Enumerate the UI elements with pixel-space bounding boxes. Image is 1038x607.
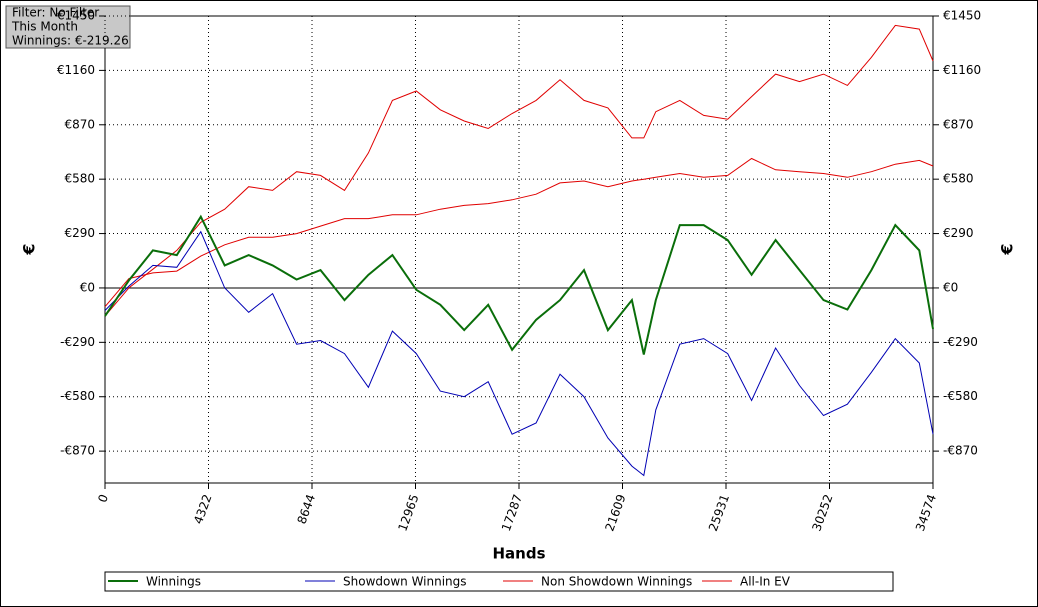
y-tick-label: -€870 bbox=[60, 444, 95, 458]
y2-tick-label: €1450 bbox=[943, 9, 981, 23]
y-tick-label: -€580 bbox=[60, 389, 95, 403]
legend-label: Non Showdown Winnings bbox=[541, 575, 692, 589]
y-axis-title: € bbox=[20, 243, 39, 255]
y-tick-label: €0 bbox=[80, 280, 95, 294]
info-filter: Filter: No Filter bbox=[12, 6, 99, 20]
y2-tick-label: €870 bbox=[943, 117, 974, 131]
legend-label: All-In EV bbox=[740, 575, 791, 589]
y-tick-label: €290 bbox=[64, 226, 95, 240]
x-tick-label: 0 bbox=[95, 492, 111, 504]
y2-tick-label: -€580 bbox=[943, 389, 978, 403]
y2-axis-title: € bbox=[998, 243, 1017, 255]
series-line bbox=[104, 157, 934, 308]
legend-label: Winnings bbox=[146, 575, 201, 589]
info-winnings: Winnings: €-219.26 bbox=[12, 34, 129, 48]
y-tick-label: €1160 bbox=[57, 63, 95, 77]
y-tick-label: €1450 bbox=[57, 9, 95, 23]
series-line bbox=[104, 24, 934, 317]
y2-tick-label: -€290 bbox=[943, 335, 978, 349]
info-period: This Month bbox=[11, 20, 78, 34]
info-box bbox=[5, 5, 131, 49]
y2-tick-label: -€870 bbox=[943, 444, 978, 458]
y2-tick-label: €580 bbox=[943, 172, 974, 186]
plot-area bbox=[104, 15, 934, 484]
y2-tick-label: €0 bbox=[943, 280, 958, 294]
y-tick-label: -€290 bbox=[60, 335, 95, 349]
legend bbox=[104, 571, 894, 592]
y-tick-label: €870 bbox=[64, 117, 95, 131]
x-axis-title: Hands bbox=[492, 545, 545, 563]
y2-tick-label: €290 bbox=[943, 226, 974, 240]
y2-tick-label: €1160 bbox=[943, 63, 981, 77]
legend-label: Showdown Winnings bbox=[343, 575, 467, 589]
y-tick-label: €580 bbox=[64, 172, 95, 186]
series-line bbox=[104, 230, 934, 477]
series-line bbox=[104, 214, 934, 355]
